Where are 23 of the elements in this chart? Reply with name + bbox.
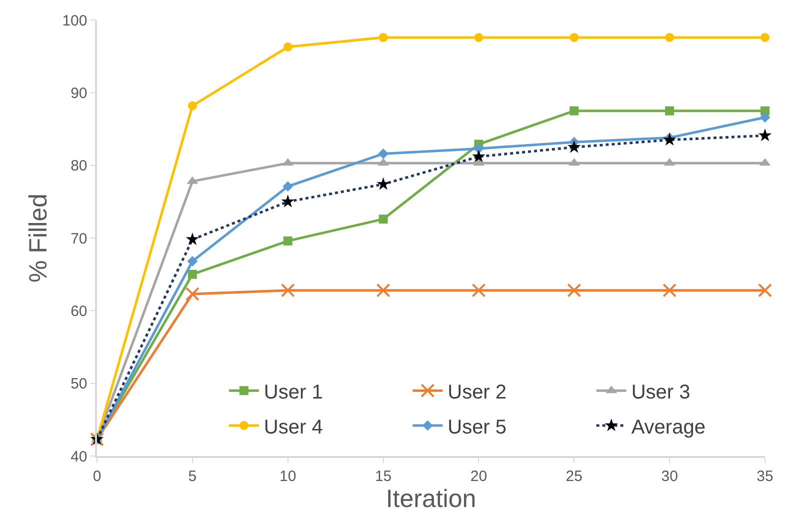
x-tick-label: 25 [566,468,582,485]
y-tick-label: 70 [70,230,88,248]
x-tick-label: 30 [661,468,678,485]
y-tick-label: 90 [70,84,88,102]
legend-label: Average [631,416,706,438]
x-tick-label: 0 [92,468,102,485]
x-tick-label: 20 [470,468,488,485]
x-axis-title: Iteration [386,484,476,513]
legend-label: User 1 [264,381,323,404]
y-tick-label: 40 [70,448,88,466]
y-tick-label: 100 [62,12,88,30]
legend-label: User 3 [631,381,690,404]
y-tick-label: 60 [70,302,88,320]
x-tick-label: 10 [280,468,296,485]
y-tick-label: 80 [70,158,88,175]
x-tick-label: 5 [188,468,197,485]
y-tick-label: 50 [70,376,88,393]
legend-label: User 2 [448,381,507,404]
x-tick-label: 35 [756,468,774,485]
legend-label: User 5 [448,416,507,438]
y-axis-title: % Filled [24,194,52,282]
x-tick-label: 15 [374,468,392,485]
legend-label: User 4 [264,416,323,438]
